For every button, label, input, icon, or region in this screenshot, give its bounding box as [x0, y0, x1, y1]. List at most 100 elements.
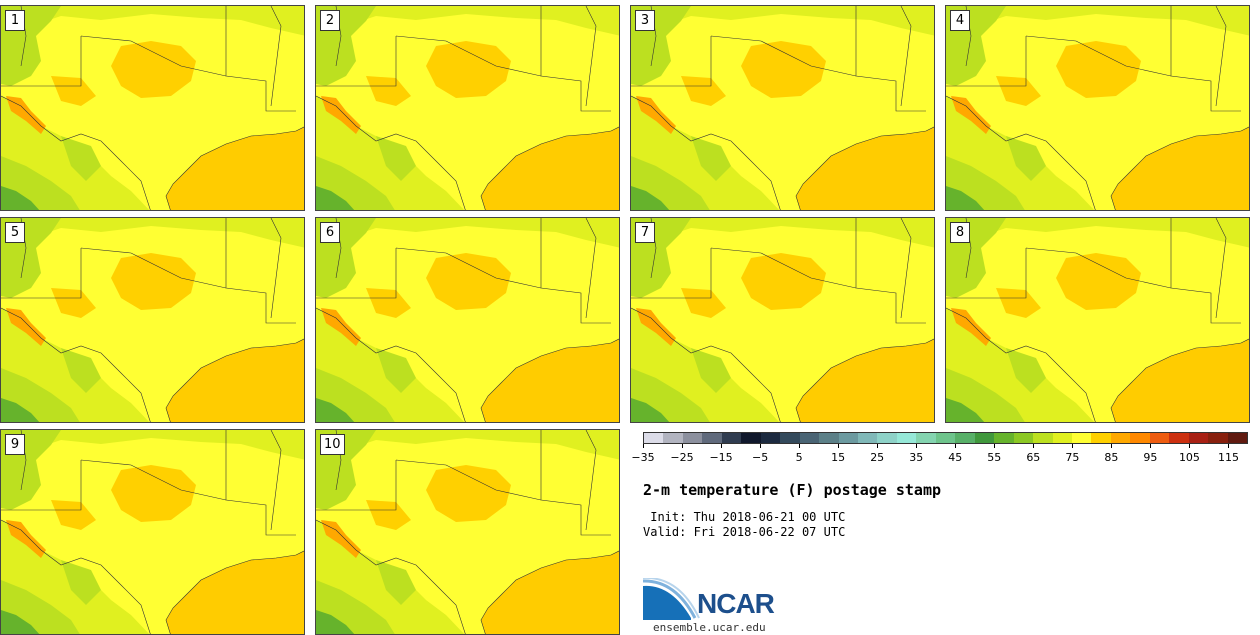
colorbar-segment [1208, 433, 1228, 443]
colorbar-segment [877, 433, 897, 443]
colorbar-tick [1033, 444, 1035, 448]
colorbar-tick [682, 444, 684, 448]
colorbar-tick [994, 444, 996, 448]
colorbar-tick [955, 444, 957, 448]
temperature-map [316, 218, 619, 422]
colorbar-segment [1149, 433, 1170, 443]
temperature-map [316, 430, 619, 634]
colorbar-tick-label: 45 [948, 451, 963, 464]
colorbar-segment [702, 433, 722, 443]
colorbar-tick-label: 115 [1217, 451, 1239, 464]
ncar-logo-icon [643, 578, 700, 620]
colorbar-tick [721, 444, 723, 448]
colorbar-segment [721, 433, 742, 443]
colorbar-tick-label: −15 [709, 451, 733, 464]
colorbar-tick-label: 35 [909, 451, 924, 464]
temperature-map [1, 6, 304, 210]
colorbar-segment [780, 433, 800, 443]
colorbar-segment [663, 433, 683, 443]
colorbar-tick-label: 5 [795, 451, 803, 464]
postage-stamp-panel-3: 3 [630, 5, 935, 211]
colorbar-segment [1227, 433, 1248, 443]
colorbar-tick-label: 65 [1026, 451, 1041, 464]
colorbar-tick [1072, 444, 1074, 448]
temperature-map [1, 430, 304, 634]
panel-number: 4 [950, 10, 970, 31]
colorbar-tick [1111, 444, 1113, 448]
colorbar-segment [741, 433, 761, 443]
colorbar-tick [916, 444, 918, 448]
colorbar-tick-label: 95 [1143, 451, 1158, 464]
postage-stamp-panel-10: 10 [315, 429, 620, 635]
colorbar-segment [1188, 433, 1209, 443]
colorbar-tick-label: −35 [631, 451, 655, 464]
colorbar-tick-label: −5 [751, 451, 769, 464]
panel-number: 9 [5, 434, 25, 455]
colorbar-segment [1033, 433, 1053, 443]
colorbar-segment [916, 433, 936, 443]
temperature-colorbar [643, 432, 1248, 444]
colorbar-segment [819, 433, 839, 443]
colorbar-segment [974, 433, 995, 443]
colorbar-segment [1091, 433, 1111, 443]
logo-url: ensemble.ucar.edu [653, 621, 766, 634]
colorbar-tick [838, 444, 840, 448]
colorbar-segment [644, 433, 664, 443]
temperature-map [946, 218, 1249, 422]
postage-stamp-panel-6: 6 [315, 217, 620, 423]
postage-stamp-panel-9: 9 [0, 429, 305, 635]
colorbar-segment [955, 433, 975, 443]
temperature-map [631, 6, 934, 210]
colorbar-segment [994, 433, 1014, 443]
colorbar-segment [896, 433, 917, 443]
temperature-map [316, 6, 619, 210]
postage-stamp-panel-8: 8 [945, 217, 1250, 423]
colorbar-segment [838, 433, 858, 443]
panel-number: 7 [635, 222, 655, 243]
panel-number: 10 [320, 434, 345, 455]
chart-title: 2-m temperature (F) postage stamp [643, 481, 942, 499]
colorbar-segment [799, 433, 820, 443]
colorbar-tick [1189, 444, 1191, 448]
colorbar-tick-label: 55 [987, 451, 1002, 464]
panel-number: 2 [320, 10, 340, 31]
postage-stamp-panel-7: 7 [630, 217, 935, 423]
colorbar-segment [1110, 433, 1131, 443]
panel-number: 1 [5, 10, 25, 31]
colorbar-tick [643, 444, 644, 448]
colorbar-tick [1228, 444, 1230, 448]
colorbar-tick [760, 444, 762, 448]
postage-stamp-panel-5: 5 [0, 217, 305, 423]
colorbar-segment [935, 433, 956, 443]
colorbar-tick [799, 444, 801, 448]
colorbar-tick-label: −25 [670, 451, 694, 464]
colorbar-segment [1071, 433, 1092, 443]
colorbar-segment [857, 433, 878, 443]
colorbar-segment [1013, 433, 1034, 443]
colorbar-tick-label: 15 [831, 451, 846, 464]
colorbar-segment [682, 433, 703, 443]
colorbar-segment [1130, 433, 1150, 443]
colorbar-segment [1169, 433, 1189, 443]
temperature-map [631, 218, 934, 422]
postage-stamp-panel-4: 4 [945, 5, 1250, 211]
colorbar-tick-label: 75 [1065, 451, 1080, 464]
colorbar-tick-label: 85 [1104, 451, 1119, 464]
panel-number: 6 [320, 222, 340, 243]
colorbar-ticks: −35 −25 −15 −5 5 15 25 35 45 55 65 75 85 95 105 115 [631, 444, 1248, 468]
init-time: Init: Thu 2018-06-21 00 UTC [643, 510, 846, 524]
postage-stamp-panel-1: 1 [0, 5, 305, 211]
colorbar-tick [1150, 444, 1152, 448]
temperature-map [1, 218, 304, 422]
colorbar-tick-label: 25 [870, 451, 885, 464]
temperature-map [946, 6, 1249, 210]
postage-stamp-panel-2: 2 [315, 5, 620, 211]
colorbar-tick [877, 444, 879, 448]
panel-number: 3 [635, 10, 655, 31]
colorbar-segment [1052, 433, 1072, 443]
panel-number: 8 [950, 222, 970, 243]
valid-time: Valid: Fri 2018-06-22 07 UTC [643, 525, 846, 539]
panel-number: 5 [5, 222, 25, 243]
colorbar-tick-label: 105 [1178, 451, 1200, 464]
colorbar-segment [760, 433, 781, 443]
